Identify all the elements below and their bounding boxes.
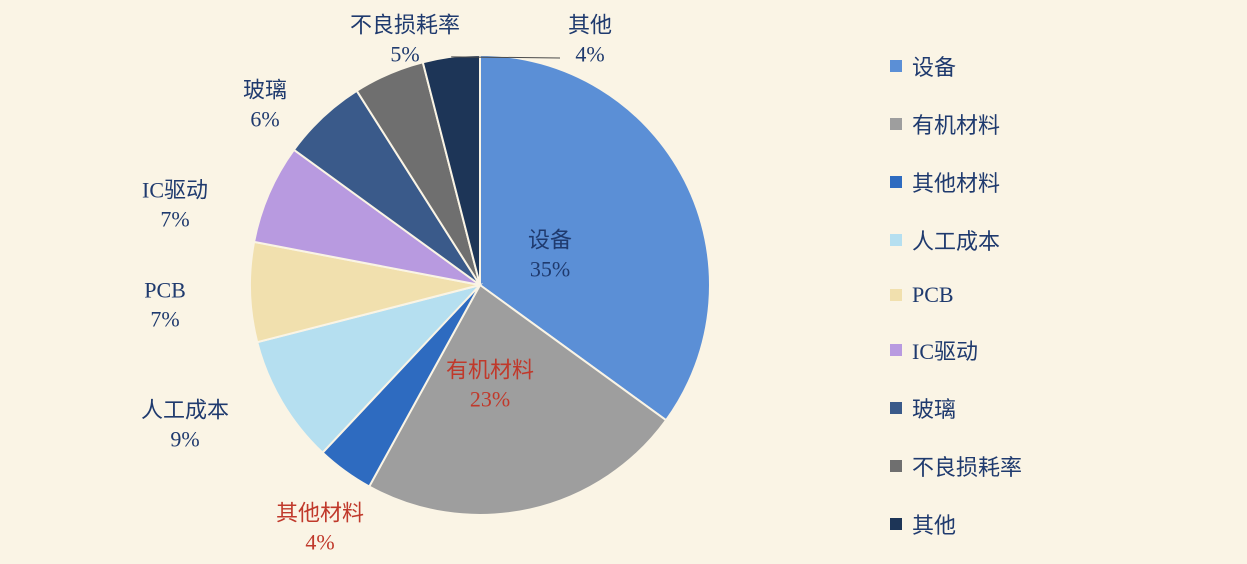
- slice-label: IC驱动 7%: [142, 176, 208, 233]
- legend-swatch: [890, 402, 902, 414]
- pie-chart-container: 设备有机材料其他材料人工成本PCBIC驱动玻璃不良损耗率其他 设备35%有机材料…: [0, 0, 1247, 564]
- slice-label-pct: 7%: [142, 205, 208, 234]
- slice-label-pct: 23%: [446, 385, 534, 414]
- slice-label-pct: 35%: [528, 255, 572, 284]
- legend-item: 其他材料: [890, 166, 1022, 198]
- legend-item: 其他: [890, 508, 1022, 540]
- slice-label: 玻璃 6%: [243, 76, 287, 133]
- legend-swatch: [890, 60, 902, 72]
- slice-label-pct: 4%: [568, 40, 612, 69]
- slice-label-name: 人工成本: [141, 397, 229, 422]
- slice-label-name: IC驱动: [142, 177, 208, 202]
- legend-label: 设备: [912, 50, 956, 82]
- slice-label-name: PCB: [144, 277, 186, 302]
- legend-label: 其他材料: [912, 166, 1000, 198]
- legend-item: 设备: [890, 50, 1022, 82]
- pie-svg: [0, 0, 1247, 564]
- legend-swatch: [890, 344, 902, 356]
- legend-item: 不良损耗率: [890, 450, 1022, 482]
- slice-label-name: 其他: [568, 12, 612, 37]
- slice-label-pct: 4%: [276, 528, 364, 557]
- legend-label: IC驱动: [912, 334, 978, 366]
- legend-item: 有机材料: [890, 108, 1022, 140]
- slice-label-name: 玻璃: [243, 77, 287, 102]
- slice-label-pct: 9%: [141, 425, 229, 454]
- legend-swatch: [890, 176, 902, 188]
- legend-item: 人工成本: [890, 224, 1022, 256]
- legend-label: PCB: [912, 282, 954, 308]
- legend-label: 有机材料: [912, 108, 1000, 140]
- slice-label-pct: 7%: [144, 305, 186, 334]
- legend-swatch: [890, 118, 902, 130]
- legend-swatch: [890, 289, 902, 301]
- slice-label-name: 其他材料: [276, 500, 364, 525]
- legend-item: IC驱动: [890, 334, 1022, 366]
- slice-label-name: 设备: [528, 227, 572, 252]
- slice-label-pct: 6%: [243, 105, 287, 134]
- slice-label-pct: 5%: [350, 40, 460, 69]
- legend-label: 玻璃: [912, 392, 956, 424]
- legend-item: 玻璃: [890, 392, 1022, 424]
- slice-label: PCB 7%: [144, 276, 186, 333]
- slice-label-name: 有机材料: [446, 357, 534, 382]
- slice-label: 有机材料 23%: [446, 356, 534, 413]
- slice-label-name: 不良损耗率: [350, 12, 460, 37]
- slice-label: 其他材料 4%: [276, 499, 364, 556]
- slice-label: 人工成本 9%: [141, 396, 229, 453]
- slice-label: 设备 35%: [528, 226, 572, 283]
- slice-label: 其他 4%: [568, 11, 612, 68]
- slice-label: 不良损耗率 5%: [350, 11, 460, 68]
- legend-swatch: [890, 518, 902, 530]
- legend: 设备有机材料其他材料人工成本 PCB IC驱动玻璃不良损耗率其他: [890, 50, 1022, 564]
- legend-swatch: [890, 460, 902, 472]
- legend-label: 其他: [912, 508, 956, 540]
- legend-item: PCB: [890, 282, 1022, 308]
- legend-label: 人工成本: [912, 224, 1000, 256]
- legend-swatch: [890, 234, 902, 246]
- legend-label: 不良损耗率: [912, 450, 1022, 482]
